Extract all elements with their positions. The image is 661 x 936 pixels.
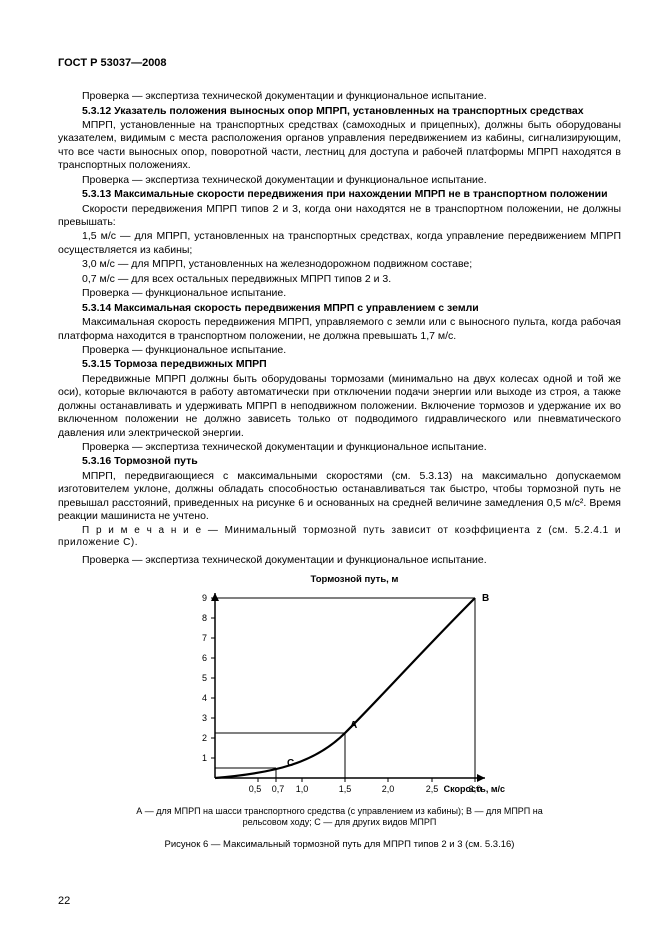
xtick: 1,5	[338, 784, 351, 794]
ytick: 4	[201, 693, 206, 703]
section-number: 5.3.13	[82, 188, 111, 200]
xtick: 0,7	[271, 784, 284, 794]
section-title: Указатель положения выносных опор МПРП, …	[111, 105, 583, 117]
paragraph: Скорости передвижения МПРП типов 2 и 3, …	[58, 203, 621, 230]
point-label-b: B	[482, 593, 489, 604]
section-title: Тормоза передвижных МПРП	[111, 358, 266, 370]
xtick: 1,0	[295, 784, 308, 794]
xtick: 0,5	[248, 784, 261, 794]
paragraph: Проверка — функциональное испытание.	[58, 344, 621, 357]
point-label-c: C	[287, 758, 294, 769]
ytick: 8	[201, 613, 206, 623]
xtick: 2,0	[381, 784, 394, 794]
page-header: ГОСТ Р 53037—2008	[58, 56, 621, 70]
paragraph: 1,5 м/с — для МПРП, установленных на тра…	[58, 230, 621, 257]
chart-y-label: Тормозной путь, м	[281, 574, 399, 586]
figure-title: Рисунок 6 — Максимальный тормозной путь …	[165, 839, 515, 851]
section-heading: 5.3.15 Тормоза передвижных МПРП	[58, 358, 621, 371]
section-heading: 5.3.14 Максимальная скорость передвижени…	[58, 302, 621, 315]
paragraph: Проверка — функциональное испытание.	[58, 287, 621, 300]
xtick: 2,5	[425, 784, 438, 794]
section-number: 5.3.16	[82, 455, 111, 467]
section-heading: 5.3.12 Указатель положения выносных опор…	[58, 105, 621, 118]
paragraph: 3,0 м/с — для МПРП, установленных на жел…	[58, 258, 621, 271]
paragraph: МПРП, установленные на транспортных сред…	[58, 119, 621, 173]
section-number: 5.3.14	[82, 302, 111, 314]
chart-container: Тормозной путь, м 1 2	[58, 574, 621, 851]
paragraph: Проверка — экспертиза технической докуме…	[58, 90, 621, 103]
section-title: Максимальные скорости передвижения при н…	[111, 188, 607, 200]
section-number: 5.3.12	[82, 105, 111, 117]
chart-x-label: Скорость, м/с	[443, 784, 504, 794]
paragraph: Проверка — экспертиза технической докуме…	[58, 174, 621, 187]
document-page: ГОСТ Р 53037—2008 Проверка — экспертиза …	[0, 0, 661, 936]
ytick: 7	[201, 633, 206, 643]
page-number: 22	[58, 894, 70, 908]
ytick: 2	[201, 733, 206, 743]
paragraph: МПРП, передвигающиеся с максимальными ск…	[58, 470, 621, 524]
section-title: Тормозной путь	[111, 455, 198, 467]
section-heading: 5.3.13 Максимальные скорости передвижени…	[58, 188, 621, 201]
section-title: Максимальная скорость передвижения МПРП …	[111, 302, 479, 314]
ytick: 9	[201, 593, 206, 603]
paragraph: 0,7 м/с — для всех остальных передвижных…	[58, 273, 621, 286]
ytick: 6	[201, 653, 206, 663]
section-heading: 5.3.16 Тормозной путь	[58, 455, 621, 468]
paragraph: Максимальная скорость передвижения МПРП,…	[58, 316, 621, 343]
braking-distance-chart: 1 2 3 4 5 6 7 8 9 0,5	[175, 588, 505, 798]
chart-caption: А — для МПРП на шасси транспортного сред…	[120, 806, 560, 829]
ytick: 3	[201, 713, 206, 723]
note: П р и м е ч а н и е — Минимальный тормоз…	[58, 525, 621, 551]
point-label-a: A	[350, 720, 357, 731]
paragraph: Передвижные МПРП должны быть оборудованы…	[58, 373, 621, 440]
ytick: 1	[201, 753, 206, 763]
paragraph: Проверка — экспертиза технической докуме…	[58, 554, 621, 567]
ytick: 5	[201, 673, 206, 683]
paragraph: Проверка — экспертиза технической докуме…	[58, 441, 621, 454]
section-number: 5.3.15	[82, 358, 111, 370]
